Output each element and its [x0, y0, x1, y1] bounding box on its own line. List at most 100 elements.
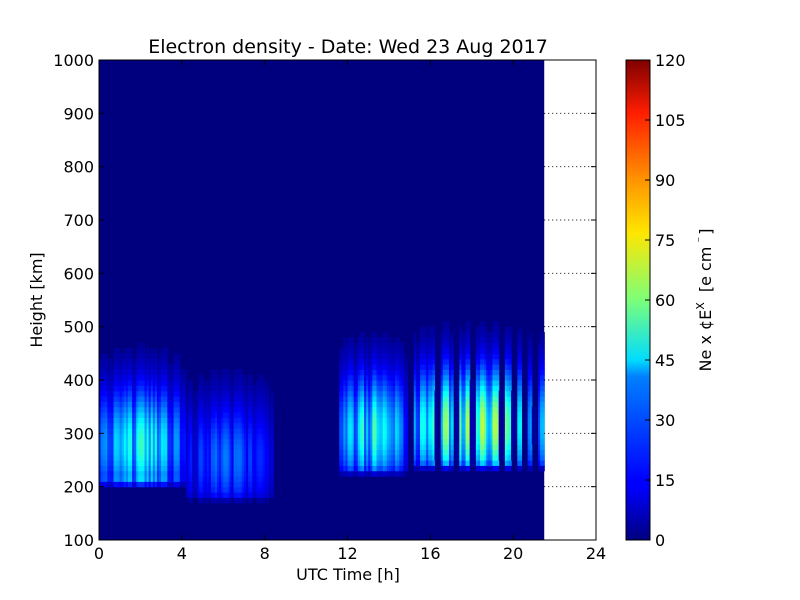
heatmap-cell — [461, 444, 465, 450]
heatmap-cell — [239, 428, 243, 434]
heatmap-cell — [364, 422, 367, 429]
heatmap-cell — [480, 358, 483, 365]
heatmap-cell — [540, 428, 543, 434]
heatmap-cell — [243, 481, 247, 488]
heatmap-cell — [227, 438, 231, 445]
heatmap-cell — [233, 460, 237, 466]
heatmap-cell — [140, 438, 144, 445]
heatmap-cell — [231, 422, 235, 429]
heatmap-cell — [192, 454, 195, 461]
heatmap-cell — [469, 444, 473, 450]
heatmap-cell — [517, 438, 520, 445]
heatmap-cell — [417, 454, 421, 461]
heatmap-cell — [482, 449, 485, 456]
heatmap-cell — [442, 444, 446, 450]
heatmap-cell — [179, 470, 183, 477]
heatmap-cell — [463, 454, 467, 461]
heatmap-cell — [372, 454, 376, 461]
heatmap-cell — [115, 385, 119, 392]
heatmap-cell — [434, 406, 438, 413]
heatmap-cell — [136, 465, 139, 472]
heatmap-cell — [134, 454, 137, 461]
heatmap-cell — [146, 369, 150, 376]
heatmap-cell — [258, 401, 262, 408]
heatmap-cell — [248, 412, 251, 418]
heatmap-cell — [351, 401, 355, 408]
heatmap-cell — [403, 358, 407, 365]
heatmap-cell — [246, 486, 249, 493]
heatmap-cell — [355, 470, 359, 477]
heatmap-cell — [156, 364, 160, 370]
heatmap-cell — [442, 396, 446, 402]
heatmap-cell — [256, 417, 260, 424]
heatmap-cell — [471, 390, 475, 397]
heatmap-cell — [405, 369, 409, 376]
heatmap-cell — [446, 385, 450, 392]
heatmap-cell — [231, 438, 235, 445]
heatmap-cell — [132, 369, 135, 376]
heatmap-cell — [362, 396, 365, 402]
heatmap-cell — [190, 476, 193, 482]
heatmap-cell — [511, 433, 514, 440]
heatmap-cell — [440, 364, 444, 370]
heatmap-cell — [152, 385, 156, 392]
heatmap-cell — [374, 428, 378, 434]
heatmap-cell — [482, 337, 485, 344]
heatmap-cell — [357, 390, 361, 397]
heatmap-cell — [103, 470, 106, 477]
heatmap-cell — [484, 332, 487, 338]
heatmap-cell — [422, 326, 425, 333]
heatmap-cell — [266, 406, 270, 413]
heatmap-cell — [372, 470, 376, 477]
heatmap-cell — [388, 412, 392, 418]
heatmap-cell — [165, 390, 168, 397]
heatmap-cell — [374, 417, 378, 424]
heatmap-cell — [442, 422, 446, 429]
heatmap-cell — [183, 476, 187, 482]
heatmap-cell — [349, 358, 353, 365]
heatmap-cell — [217, 433, 220, 440]
heatmap-cell — [169, 406, 173, 413]
heatmap-cell — [517, 454, 520, 461]
heatmap-cell — [395, 470, 398, 477]
heatmap-cell — [484, 433, 487, 440]
heatmap-cell — [364, 412, 367, 418]
heatmap-cell — [339, 465, 342, 472]
heatmap-cell — [212, 454, 216, 461]
heatmap-cell — [390, 396, 394, 402]
heatmap-cell — [463, 342, 467, 349]
heatmap-cell — [502, 401, 506, 408]
heatmap-cell — [144, 438, 148, 445]
heatmap-cell — [490, 385, 494, 392]
heatmap-cell — [148, 380, 152, 386]
heatmap-cell — [357, 454, 361, 461]
heatmap-cell — [444, 465, 448, 472]
heatmap-cell — [399, 353, 402, 360]
heatmap-cell — [150, 470, 154, 477]
heatmap-cell — [196, 470, 199, 477]
heatmap-cell — [171, 444, 175, 450]
heatmap-cell — [513, 422, 516, 429]
heatmap-cell — [188, 460, 191, 466]
heatmap-cell — [107, 476, 110, 482]
heatmap-cell — [484, 428, 487, 434]
heatmap-cell — [343, 364, 347, 370]
heatmap-cell — [477, 422, 481, 429]
heatmap-cell — [359, 337, 363, 344]
heatmap-cell — [403, 438, 407, 445]
heatmap-cell — [179, 412, 183, 418]
heatmap-cell — [214, 449, 218, 456]
heatmap-cell — [347, 422, 351, 429]
heatmap-cell — [165, 481, 168, 488]
heatmap-cell — [378, 401, 382, 408]
heatmap-cell — [494, 401, 498, 408]
heatmap-cell — [99, 390, 102, 397]
heatmap-cell — [403, 380, 407, 386]
heatmap-cell — [159, 412, 162, 418]
heatmap-cell — [177, 358, 181, 365]
heatmap-cell — [471, 422, 475, 429]
heatmap-cell — [156, 401, 160, 408]
heatmap-cell — [368, 417, 371, 424]
heatmap-cell — [235, 486, 239, 493]
heatmap-cell — [121, 449, 125, 456]
